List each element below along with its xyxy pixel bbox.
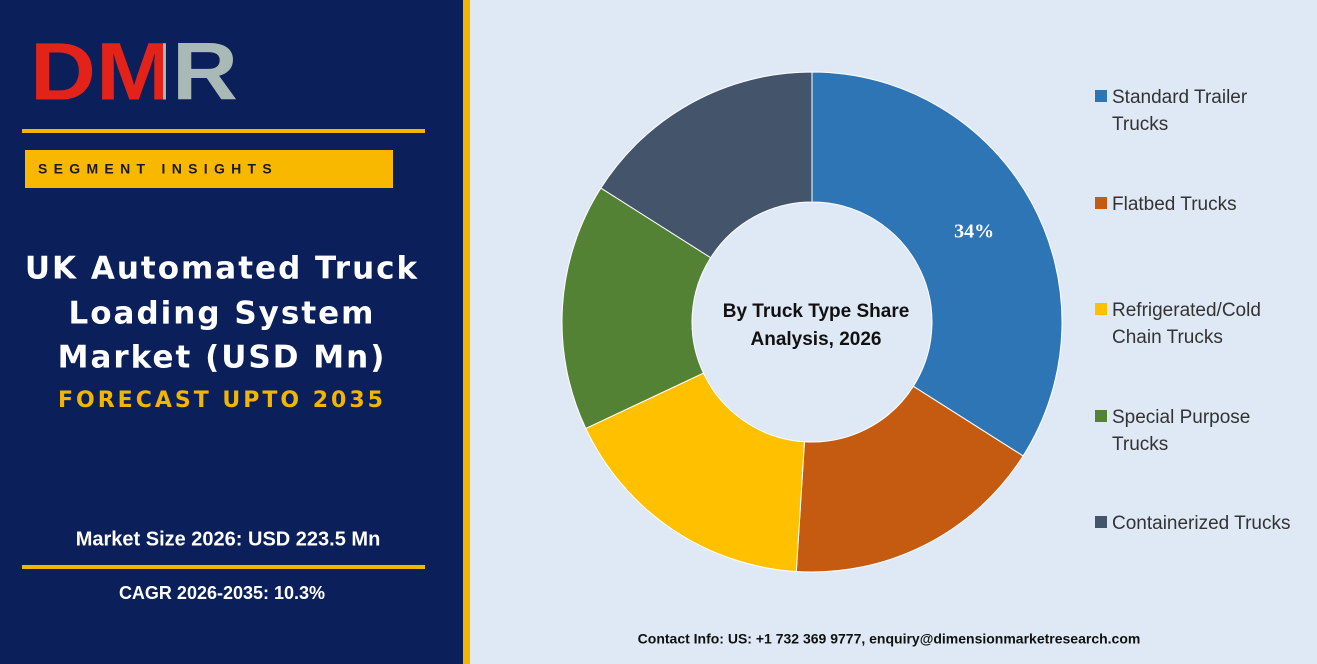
logo: DMR — [30, 27, 238, 118]
legend-label: Special Purpose Trucks — [1112, 406, 1251, 455]
legend-label: Standard Trailer Trucks — [1112, 87, 1248, 135]
title-line: UK Automated Truck — [25, 251, 419, 287]
donut-segment — [585, 372, 805, 573]
legend-swatch — [1095, 90, 1107, 102]
contact: Contact Info: US: +1 732 369 9777, enqui… — [638, 631, 1141, 647]
center-label: Analysis, 2026 — [751, 329, 882, 350]
market-size: Market Size 2026: USD 223.5 Mn — [76, 528, 381, 550]
donut-segment — [795, 385, 1024, 573]
badge-box — [25, 150, 393, 188]
legend-swatch — [1095, 516, 1107, 528]
legend-swatch — [1095, 409, 1107, 422]
legend-item: Flatbed Trucks — [1095, 191, 1295, 218]
donut-segment — [561, 187, 712, 430]
legend-item: Containerized Trucks — [1095, 510, 1295, 537]
legend-item: Refrigerated/Cold Chain Trucks — [1095, 297, 1295, 351]
legend-swatch — [1095, 303, 1107, 315]
cagr: CAGR 2026-2035: 10.3% — [119, 583, 325, 603]
legend-label: Flatbed Trucks — [1112, 193, 1237, 215]
left-panel — [0, 0, 463, 664]
legend-label: Containerized Trucks — [1112, 513, 1291, 534]
legend-swatch — [1095, 196, 1107, 209]
data-label: 34% — [954, 220, 994, 242]
legend-label: Refrigerated/Cold Chain Trucks — [1112, 300, 1261, 348]
donut-chart: 34% — [561, 71, 1063, 573]
donut-segment — [811, 71, 1063, 457]
donut-segment — [600, 71, 813, 259]
legend-item: Special Purpose Trucks — [1095, 404, 1295, 458]
badge: SEGMENT INSIGHTS — [38, 161, 278, 177]
center-label: By Truck Type Share — [723, 301, 910, 322]
title-line: Loading System — [69, 296, 376, 332]
rule — [22, 565, 425, 569]
forecast: FORECAST UPTO 2035 — [58, 388, 386, 413]
legend-item: Standard Trailer Trucks — [1095, 84, 1295, 138]
title-line: Market (USD Mn) — [58, 340, 387, 376]
divider — [463, 0, 470, 664]
rule — [22, 129, 425, 133]
